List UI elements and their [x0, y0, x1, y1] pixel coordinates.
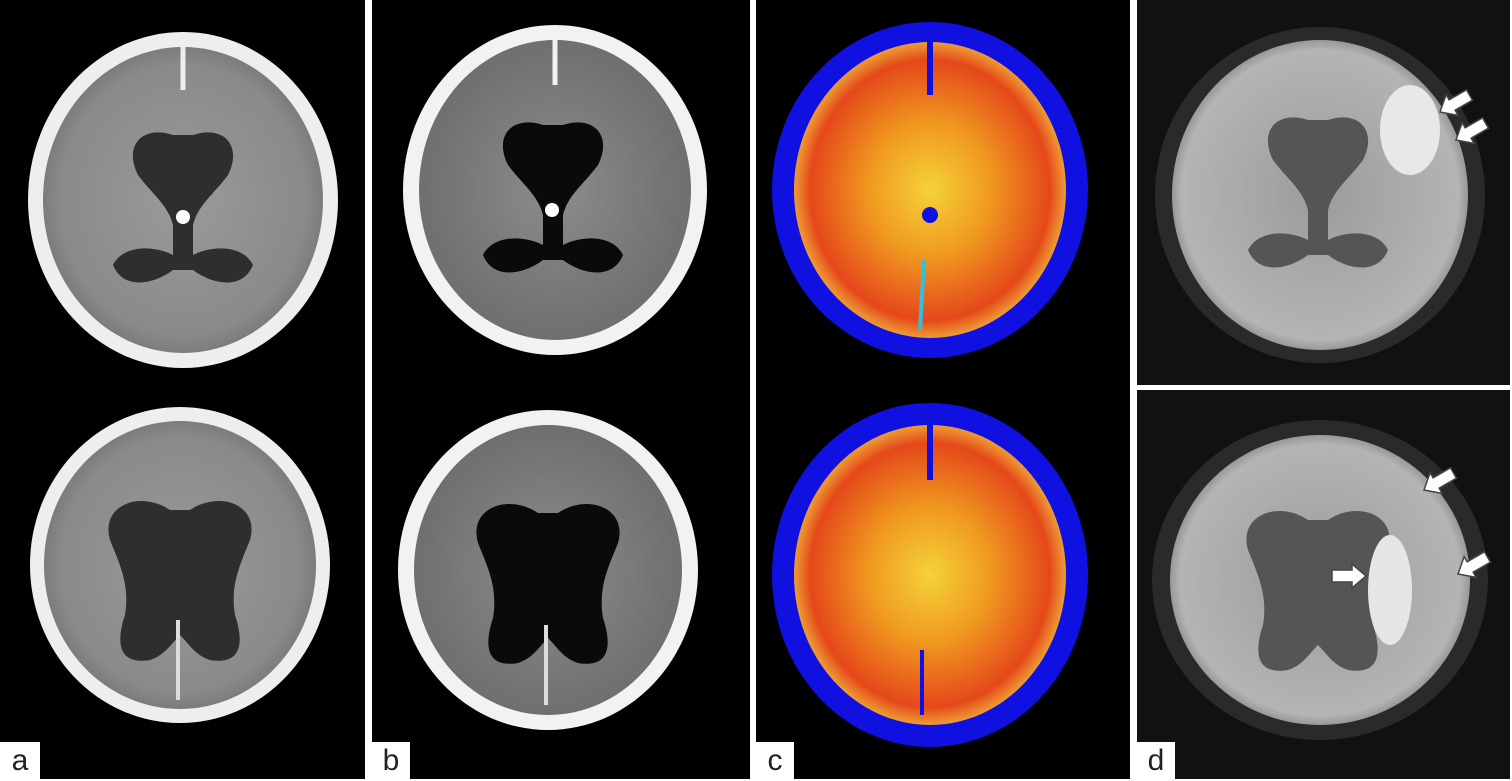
- brain: [794, 425, 1066, 725]
- panel-label: d: [1148, 744, 1165, 777]
- panel-labels: a b c d: [0, 742, 1175, 781]
- arrows: [1331, 88, 1492, 590]
- panel-label: b: [383, 744, 400, 777]
- brain: [794, 42, 1066, 338]
- falx: [918, 259, 926, 331]
- label-box: [0, 742, 40, 781]
- vessel: [922, 207, 938, 223]
- label-box: [372, 742, 410, 781]
- label-box: [756, 742, 794, 781]
- calcification: [176, 210, 190, 224]
- panel-b: [398, 25, 707, 730]
- panel-c: [772, 22, 1088, 747]
- calcification: [545, 203, 559, 217]
- panel-d: [1137, 0, 1512, 781]
- panel-a: [28, 32, 338, 723]
- panel-label: a: [12, 744, 29, 777]
- label-box: [1137, 742, 1175, 781]
- lesion: [1368, 535, 1412, 645]
- panel-label: c: [768, 744, 783, 777]
- lesion: [1380, 85, 1440, 175]
